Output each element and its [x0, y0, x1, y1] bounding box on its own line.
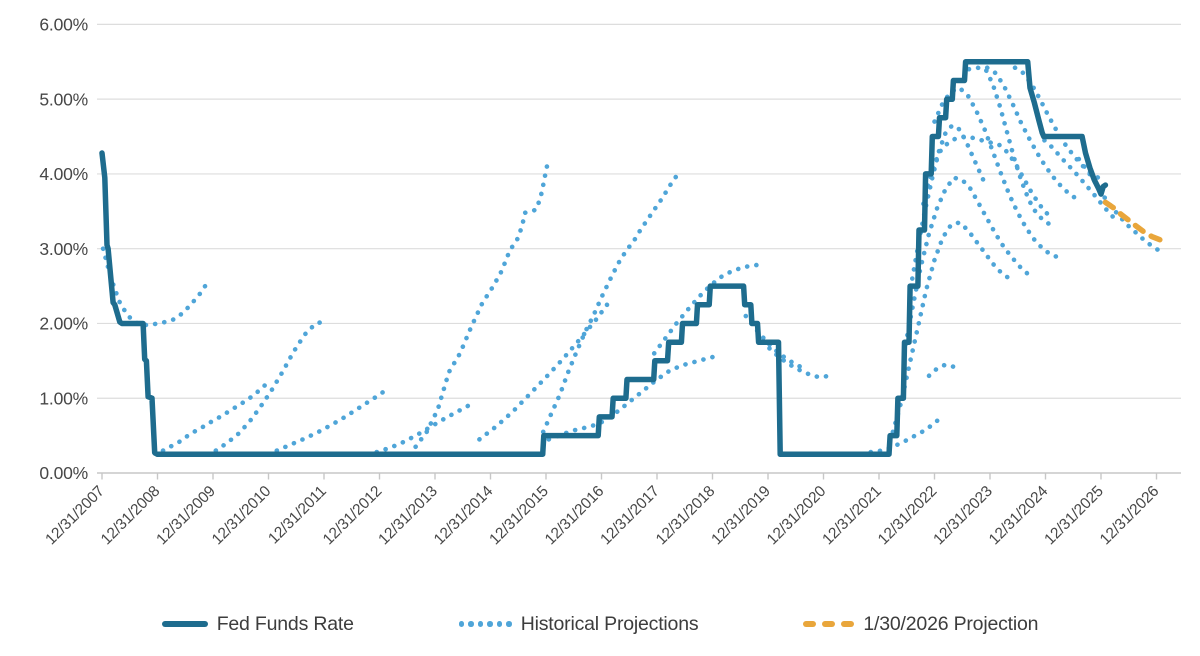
legend-item-fed-funds-rate: Fed Funds Rate	[161, 612, 354, 636]
legend-label: 1/30/2026 Projection	[863, 612, 1039, 635]
historical-projection-line	[984, 65, 1082, 203]
y-axis-label: 0.00%	[39, 463, 88, 483]
historical-projection-line	[413, 160, 551, 450]
dotted-line-swatch-icon	[458, 621, 512, 627]
y-axis-label: 3.00%	[39, 239, 88, 259]
historical-projection-line	[1042, 138, 1122, 225]
historical-projection-line	[868, 418, 940, 455]
historical-projection-line	[890, 220, 1012, 435]
legend-label: Fed Funds Rate	[216, 612, 354, 635]
x-axis-label: 12/31/2017	[597, 483, 662, 548]
historical-projection-line	[651, 262, 768, 356]
fed-funds-rate-line	[99, 59, 1109, 458]
y-axis-label: 2.00%	[39, 314, 88, 334]
x-axis-label: 12/31/2022	[875, 483, 940, 548]
x-axis-label: 12/31/2013	[375, 483, 440, 548]
x-axis-label: 12/31/2012	[320, 483, 385, 548]
historical-projection-line	[160, 377, 274, 453]
y-axis-label: 1.00%	[39, 388, 88, 408]
x-axis-label: 12/31/2026	[1097, 483, 1162, 548]
historical-projection-line	[477, 302, 610, 442]
legend-label: Historical Projections	[520, 612, 699, 635]
y-axis-label: 6.00%	[39, 15, 88, 35]
x-axis-label: 12/31/2008	[98, 483, 163, 548]
y-axis-label: 5.00%	[39, 89, 88, 109]
x-axis-label: 12/31/2023	[930, 483, 995, 548]
legend-item-projection-2026: 1/30/2026 Projection	[803, 613, 1038, 636]
historical-projection-line	[901, 175, 1032, 356]
historical-projection-line	[546, 354, 715, 442]
historical-projection-line	[274, 388, 388, 453]
x-axis-label: 12/31/2025	[1041, 483, 1106, 548]
x-axis-label: 12/31/2015	[486, 483, 551, 548]
x-axis-label: 12/31/2018	[653, 483, 718, 548]
x-axis-label: 12/31/2010	[209, 482, 275, 548]
chart-legend: Fed Funds Rate Historical Projections 1/…	[0, 604, 1200, 644]
x-axis-label: 12/31/2009	[153, 483, 218, 548]
x-axis-label: 12/31/2014	[431, 482, 497, 548]
historical-projection-line	[374, 401, 474, 455]
historical-projection-line	[760, 339, 832, 380]
y-axis-label: 4.00%	[39, 164, 88, 184]
x-axis-label: 12/31/2021	[819, 483, 884, 548]
historical-projection-line	[1076, 156, 1165, 255]
x-axis-label: 12/31/2016	[542, 483, 607, 548]
historical-projection-line	[100, 246, 210, 328]
historical-projection-line	[966, 65, 1053, 228]
historical-projection-line	[932, 85, 1062, 261]
historical-projection-line	[540, 173, 680, 435]
historical-projection-line	[743, 313, 807, 371]
x-axis-label: 12/31/2007	[42, 483, 107, 548]
historical-projection-line	[926, 362, 957, 379]
x-axis-label: 12/31/2020	[764, 482, 830, 548]
projection-2026-line	[1102, 199, 1163, 243]
historical-projection-line	[213, 319, 325, 453]
legend-item-historical-projections: Historical Projections	[458, 612, 699, 636]
dashed-line-swatch-icon	[803, 621, 855, 627]
x-axis-label: 12/31/2019	[708, 483, 773, 548]
solid-line-swatch-icon	[161, 621, 208, 627]
x-axis-label: 12/31/2024	[986, 482, 1052, 548]
